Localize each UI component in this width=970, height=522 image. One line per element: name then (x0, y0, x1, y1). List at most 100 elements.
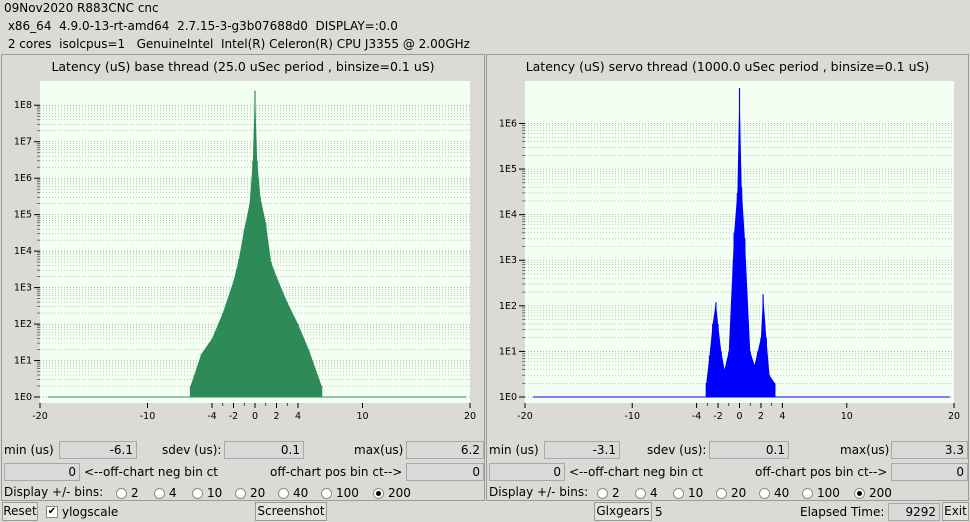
radio-button-icon[interactable] (192, 487, 203, 499)
base-y-tick-label: 1E7 (14, 137, 32, 148)
servo-y-tick-label: 1E0 (499, 392, 517, 403)
servo-bins-option-label: 200 (869, 486, 892, 500)
servo-pos-bin-count: 0 (891, 463, 968, 481)
servo-x-tick-label: 2 (758, 411, 764, 422)
servo-neg-bin-count: 0 (489, 463, 565, 481)
servo-x-tick-label: 0 (736, 411, 742, 422)
servo-min-value: -3.1 (544, 441, 620, 459)
radio-button-icon[interactable] (235, 487, 246, 499)
base-display-bins-label: Display +/- bins: (4, 485, 104, 499)
base-thread-panel: Latency (uS) base thread (25.0 uSec peri… (1, 54, 485, 501)
base-bins-option-2[interactable]: 2 (116, 486, 139, 500)
base-bins-option-200[interactable]: 200 (373, 486, 411, 500)
servo-bins-option-10[interactable]: 10 (673, 486, 703, 500)
elapsed-time-value: 9292 (888, 503, 940, 521)
base-bins-option-label: 10 (207, 486, 223, 500)
base-y-tick-label: 1E4 (14, 246, 32, 257)
servo-bins-option-100[interactable]: 100 (802, 486, 840, 500)
base-x-tick-label: -20 (32, 411, 48, 422)
radio-button-icon[interactable] (321, 487, 332, 499)
servo-bins-option-label: 4 (650, 486, 658, 500)
reset-button[interactable]: Reset (2, 502, 38, 521)
radio-button-icon[interactable] (802, 487, 813, 499)
radio-button-icon[interactable] (278, 487, 289, 499)
radio-button-icon[interactable] (154, 487, 165, 499)
servo-sdev-label: sdev (us): (647, 443, 707, 457)
servo-pos-bin-label: off-chart pos bin ct--> (755, 465, 888, 479)
servo-x-tick-label: -20 (517, 411, 533, 422)
servo-bins-option-label: 100 (817, 486, 840, 500)
radio-button-icon[interactable] (716, 487, 727, 499)
glxgears-count: 5 (655, 505, 663, 519)
base-bins-option-4[interactable]: 4 (154, 486, 177, 500)
base-bins-option-100[interactable]: 100 (321, 486, 359, 500)
base-bins-option-label: 2 (131, 486, 139, 500)
base-y-tick-label: 1E8 (14, 100, 32, 111)
servo-bins-option-40[interactable]: 40 (759, 486, 789, 500)
base-sdev-value: 0.1 (224, 441, 304, 459)
base-x-tick-label: 20 (464, 411, 476, 422)
base-bins-option-40[interactable]: 40 (278, 486, 308, 500)
radio-button-icon[interactable] (673, 487, 684, 499)
base-y-tick-label: 1E5 (14, 210, 32, 221)
ylogscale-checkbox[interactable]: ✔ (46, 506, 58, 518)
radio-button-icon[interactable] (373, 487, 384, 499)
base-x-tick-label: -10 (140, 411, 156, 422)
servo-thread-title: Latency (uS) servo thread (1000.0 uSec p… (525, 59, 930, 74)
base-y-tick-label: 1E6 (14, 173, 32, 184)
base-histogram-fill (190, 90, 322, 397)
servo-bins-option-label: 2 (612, 486, 620, 500)
servo-x-tick-label: 20 (948, 411, 960, 422)
servo-x-tick-label: -10 (624, 411, 640, 422)
servo-bins-option-4[interactable]: 4 (635, 486, 658, 500)
exit-button[interactable]: Exit (942, 502, 969, 521)
servo-max-label: max(us) (840, 443, 890, 457)
servo-y-tick-label: 1E1 (499, 346, 517, 357)
base-x-tick-label: -2 (229, 411, 238, 422)
servo-bins-option-label: 10 (688, 486, 704, 500)
base-thread-title: Latency (uS) base thread (25.0 uSec peri… (51, 59, 435, 74)
base-max-label: max(us) (354, 443, 404, 457)
elapsed-time-label: Elapsed Time: (800, 505, 885, 519)
screenshot-button[interactable]: Screenshot (255, 502, 327, 521)
servo-x-tick-label: 4 (779, 411, 785, 422)
base-bins-option-20[interactable]: 20 (235, 486, 265, 500)
servo-bins-option-20[interactable]: 20 (716, 486, 746, 500)
base-y-tick-label: 1E0 (14, 392, 32, 403)
servo-sdev-value: 0.1 (709, 441, 789, 459)
base-bins-option-10[interactable]: 10 (192, 486, 222, 500)
base-sdev-label: sdev (us): (162, 443, 222, 457)
servo-bins-option-200[interactable]: 200 (854, 486, 892, 500)
servo-y-tick-label: 1E4 (499, 210, 517, 221)
base-bins-option-label: 100 (336, 486, 359, 500)
base-y-tick-label: 1E2 (14, 319, 32, 330)
base-x-tick-label: 0 (252, 411, 258, 422)
servo-bins-option-2[interactable]: 2 (597, 486, 620, 500)
radio-button-icon[interactable] (759, 487, 770, 499)
servo-bins-option-label: 40 (774, 486, 790, 500)
radio-button-icon[interactable] (854, 487, 865, 499)
base-x-tick-label: 2 (273, 411, 279, 422)
header-line-cpu: 2 cores isolcpus=1 GenuineIntel Intel(R)… (4, 37, 470, 51)
servo-min-label: min (us) (489, 443, 539, 457)
base-bins-option-label: 20 (250, 486, 266, 500)
servo-x-tick-label: -4 (692, 411, 701, 422)
base-bins-option-label: 200 (388, 486, 411, 500)
header-line-date: 09Nov2020 R883CNC cnc (4, 1, 159, 15)
base-y-tick-label: 1E3 (14, 283, 32, 294)
base-x-tick-label: 10 (356, 411, 368, 422)
radio-button-icon[interactable] (116, 487, 127, 499)
base-min-label: min (us) (4, 443, 54, 457)
servo-display-bins-label: Display +/- bins: (489, 485, 589, 499)
glxgears-button[interactable]: Glxgears (594, 502, 652, 521)
base-x-tick-label: -4 (207, 411, 216, 422)
ylogscale-label: ylogscale (62, 505, 119, 519)
radio-button-icon[interactable] (597, 487, 608, 499)
servo-y-tick-label: 1E5 (499, 164, 517, 175)
servo-x-tick-label: 10 (841, 411, 853, 422)
radio-button-icon[interactable] (635, 487, 646, 499)
servo-y-tick-label: 1E3 (499, 255, 517, 266)
base-neg-bin-label: <--off-chart neg bin ct (84, 465, 218, 479)
check-mark-icon: ✔ (47, 506, 57, 517)
